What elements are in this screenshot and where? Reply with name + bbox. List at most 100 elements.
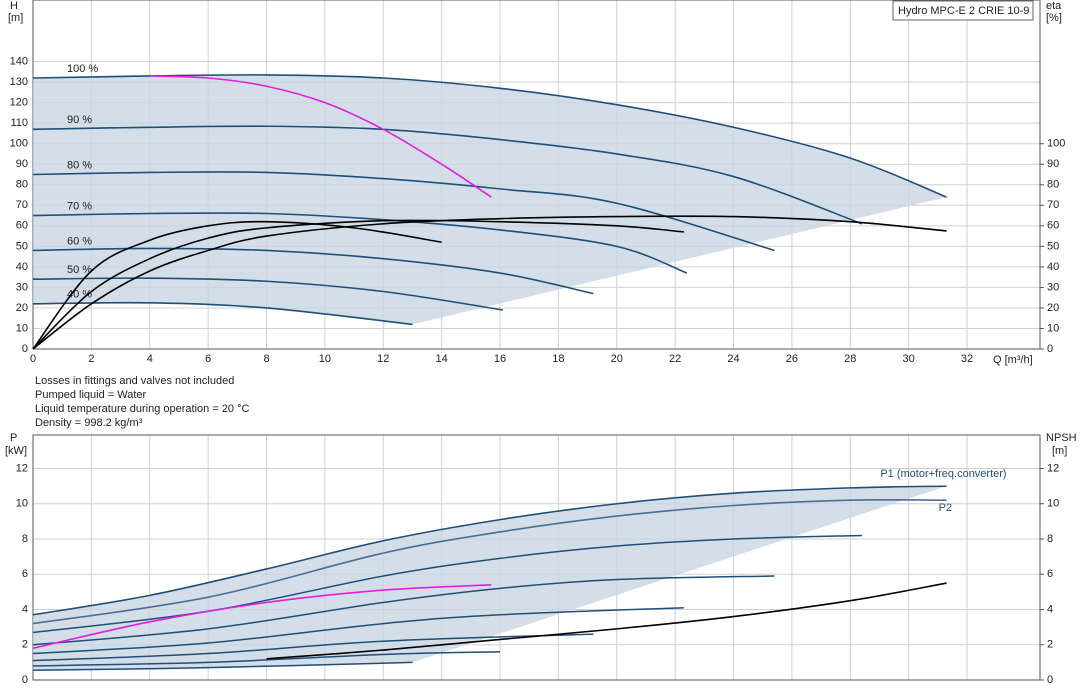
chart-title: Hydro MPC-E 2 CRIE 10-9 [898, 5, 1029, 17]
curve [149, 75, 492, 198]
x-tick-label: 20 [611, 353, 623, 365]
x-tick-label: 30 [903, 353, 915, 365]
y-tick-label: 10 [16, 322, 28, 334]
y2-tick-label: 10 [1047, 322, 1059, 334]
y2-axis-unit: [m] [1052, 445, 1067, 457]
y-tick-label: 0 [22, 343, 28, 355]
operating-area [33, 74, 947, 325]
y2-tick-label: 30 [1047, 281, 1059, 293]
y-tick-label: 70 [16, 199, 28, 211]
note: Pumped liquid = Water [35, 389, 147, 401]
x-tick-label: 14 [436, 353, 448, 365]
y-tick-label: 100 [10, 138, 28, 150]
x-axis-label: Q [m³/h] [993, 354, 1033, 366]
y-tick-label: 20 [16, 302, 28, 314]
x-tick-label: 2 [88, 353, 94, 365]
y2-tick-label: 0 [1047, 674, 1053, 686]
curve [32, 215, 947, 350]
note: Losses in fittings and valves not includ… [35, 375, 234, 387]
y2-tick-label: 12 [1047, 462, 1059, 474]
speed-label: 50 % [67, 264, 92, 276]
y-tick-label: 80 [16, 179, 28, 191]
y-tick-label: 6 [22, 568, 28, 580]
y-tick-label: 50 [16, 240, 28, 252]
curve [32, 212, 688, 274]
x-tick-label: 18 [552, 353, 564, 365]
series-label: P1 (motor+freq.converter) [880, 468, 1006, 480]
y-axis-unit: [kW] [5, 445, 27, 457]
y-tick-label: 2 [22, 639, 28, 651]
x-tick-label: 0 [30, 353, 36, 365]
x-tick-label: 26 [786, 353, 798, 365]
curve [32, 247, 594, 295]
curve [32, 661, 413, 672]
y2-tick-label: 70 [1047, 199, 1059, 211]
y2-tick-label: 8 [1047, 533, 1053, 545]
y2-tick-label: 0 [1047, 343, 1053, 355]
curve [32, 219, 684, 350]
y-tick-label: 140 [10, 55, 28, 67]
x-tick-label: 22 [669, 353, 681, 365]
speed-label: 90 % [67, 114, 92, 126]
y-tick-label: 30 [16, 281, 28, 293]
y2-tick-label: 4 [1047, 603, 1053, 615]
x-tick-label: 12 [377, 353, 389, 365]
y-tick-label: 110 [10, 117, 28, 129]
operating-area [33, 486, 947, 671]
x-tick-label: 24 [727, 353, 739, 365]
y-tick-label: 90 [16, 158, 28, 170]
curve [32, 633, 594, 662]
x-tick-label: 16 [494, 353, 506, 365]
y2-tick-label: 90 [1047, 158, 1059, 170]
curve [32, 220, 442, 350]
curve [32, 606, 684, 655]
bottom-plot-frame [32, 434, 1041, 681]
x-tick-label: 8 [263, 353, 269, 365]
speed-label: 70 % [67, 200, 92, 212]
y-tick-label: 120 [10, 97, 28, 109]
title-box [892, 0, 1034, 21]
y2-tick-label: 20 [1047, 302, 1059, 314]
y2-axis-label: NPSH [1046, 432, 1077, 444]
y2-tick-label: 6 [1047, 568, 1053, 580]
x-tick-label: 4 [147, 353, 153, 365]
y2-axis-label: eta [1046, 0, 1062, 12]
y2-tick-label: 2 [1047, 639, 1053, 651]
curve [266, 582, 947, 660]
speed-label: 80 % [67, 159, 92, 171]
curve [32, 277, 504, 311]
note: Liquid temperature during operation = 20… [35, 403, 250, 415]
speed-label: 100 % [67, 63, 98, 75]
curve [32, 499, 947, 625]
y-tick-label: 8 [22, 533, 28, 545]
y-tick-label: 10 [16, 498, 28, 510]
curve [32, 171, 775, 252]
y-tick-label: 40 [16, 261, 28, 273]
y2-tick-label: 50 [1047, 240, 1059, 252]
x-tick-label: 28 [844, 353, 856, 365]
speed-label: 60 % [67, 235, 92, 247]
curve [32, 301, 413, 326]
y2-axis-unit: [%] [1046, 12, 1062, 24]
y2-tick-label: 60 [1047, 220, 1059, 232]
curve [32, 485, 947, 616]
y-tick-label: 0 [22, 674, 28, 686]
x-tick-label: 10 [319, 353, 331, 365]
y2-tick-label: 80 [1047, 179, 1059, 191]
y-tick-label: 12 [16, 462, 28, 474]
y-axis-unit: [m] [8, 12, 23, 24]
y-tick-label: 60 [16, 220, 28, 232]
note: Density = 998.2 kg/m³ [35, 417, 143, 429]
curve [32, 74, 947, 198]
curve [32, 651, 501, 667]
curve [32, 575, 775, 646]
y2-tick-label: 40 [1047, 261, 1059, 273]
curve [32, 125, 863, 225]
y-tick-label: 4 [22, 603, 28, 615]
x-tick-label: 32 [961, 353, 973, 365]
y2-tick-label: 10 [1047, 498, 1059, 510]
y-tick-label: 130 [10, 76, 28, 88]
series-label: P2 [939, 502, 952, 514]
x-tick-label: 6 [205, 353, 211, 365]
